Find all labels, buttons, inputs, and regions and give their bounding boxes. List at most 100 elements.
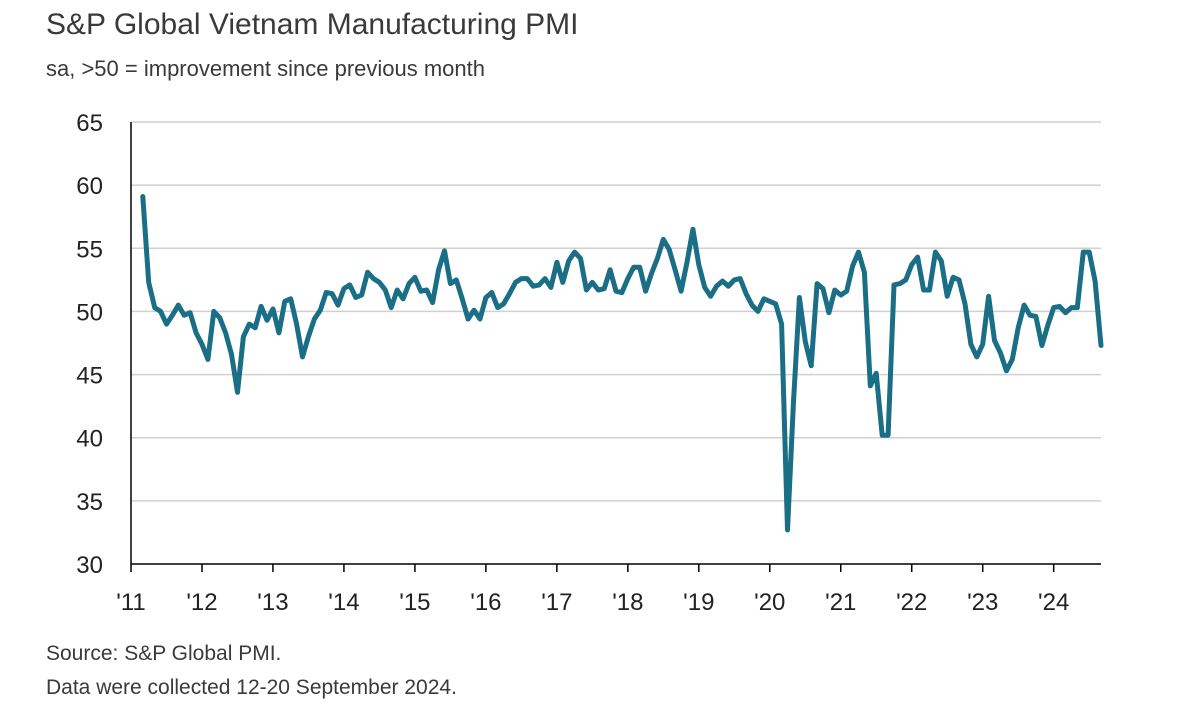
data-point-2014-02 [348,283,352,287]
data-point-2013-04 [289,297,293,301]
x-tick-label-2017-01: '17 [541,589,572,616]
data-point-2017-09 [602,287,606,291]
data-point-2012-02 [206,357,210,361]
y-tick-label-45: 45 [76,363,103,390]
data-point-2023-03 [993,339,997,343]
data-point-2020-07 [803,340,807,344]
data-point-2013-01 [271,307,275,311]
data-point-2013-09 [318,308,322,312]
data-point-2018-01 [626,277,630,281]
data-point-2021-06 [868,384,872,388]
x-tick-label-2019-01: '19 [683,589,714,616]
data-point-2011-08 [170,313,174,317]
data-point-2014-06 [372,277,376,281]
data-point-2020-09 [815,282,819,286]
data-point-2014-09 [389,306,393,310]
x-tick-label-2021-01: '21 [825,589,856,616]
y-tick-label-55: 55 [76,236,103,263]
x-tick-label-2022-01: '22 [896,589,927,616]
data-point-2015-09 [460,297,464,301]
data-point-2022-06 [939,259,943,263]
x-tick-label-2011-01: '11 [116,589,146,616]
data-point-2019-12 [762,297,766,301]
chart-subtitle: sa, >50 = improvement since previous mon… [46,56,486,81]
data-point-2013-11 [330,292,334,296]
data-point-2011-09 [176,303,180,307]
data-point-2024-07 [1087,250,1091,254]
data-point-2017-02 [561,280,565,284]
x-tick-label-2018-01: '18 [612,589,643,616]
x-tick-label-2012-01: '12 [186,589,217,616]
data-point-2024-09 [1099,344,1103,348]
data-point-2016-07 [519,277,523,281]
data-point-2012-03 [212,309,216,313]
data-point-2020-01 [768,299,772,303]
data-point-2012-01 [200,342,204,346]
collection-note: Data were collected 12-20 September 2024… [46,676,457,699]
data-point-2017-01 [555,260,559,264]
data-point-2022-01 [910,263,914,267]
data-point-2022-04 [928,288,932,292]
data-point-2018-12 [691,227,695,231]
data-point-2018-02 [632,265,636,269]
data-point-2016-01 [484,296,488,300]
y-tick-label-60: 60 [76,173,103,200]
data-point-2015-07 [448,282,452,286]
x-tick-label-2013-01: '13 [257,589,288,616]
data-point-2021-09 [886,433,890,437]
data-point-2012-08 [241,335,245,339]
data-point-2018-09 [673,268,677,272]
data-point-2015-06 [443,249,447,253]
data-point-2023-11 [1040,344,1044,348]
data-point-2015-10 [466,317,470,321]
data-point-2020-06 [797,296,801,300]
data-point-2017-10 [608,268,612,272]
data-point-2018-03 [638,265,642,269]
data-point-2020-11 [827,311,831,315]
data-point-2016-04 [502,302,506,306]
data-point-2024-03 [1064,311,1068,315]
data-point-2020-08 [809,364,813,368]
data-point-2021-07 [874,371,878,375]
data-point-2024-02 [1058,304,1062,308]
x-tick-label-2015-01: '15 [399,589,430,616]
chart-title: S&P Global Vietnam Manufacturing PMI [46,8,579,41]
data-point-2014-08 [383,288,387,292]
data-point-2016-08 [525,277,529,281]
data-point-2022-07 [945,294,949,298]
data-point-2015-12 [478,317,482,321]
data-point-2015-04 [431,301,435,305]
data-point-2016-12 [549,285,553,289]
data-point-2011-12 [194,331,198,335]
data-point-2024-08 [1093,279,1097,283]
data-point-2020-03 [780,322,784,326]
x-tick-label-2016-01: '16 [470,589,501,616]
data-point-2012-09 [247,322,251,326]
data-point-2024-05 [1075,306,1079,310]
data-point-2018-11 [685,260,689,264]
data-point-2019-01 [697,263,701,267]
data-point-2020-05 [791,402,795,406]
data-point-2023-08 [1022,303,1026,307]
data-point-2019-10 [750,303,754,307]
data-point-2023-05 [1004,369,1008,373]
data-point-2022-08 [951,275,955,279]
data-point-2017-07 [590,280,594,284]
data-point-2011-05 [153,306,157,310]
series [140,194,1104,533]
data-point-2019-04 [715,284,719,288]
data-point-2018-07 [661,237,665,241]
data-point-2015-01 [413,275,417,279]
data-point-2019-08 [738,277,742,281]
data-point-2018-08 [667,248,671,252]
data-point-2011-06 [159,309,163,313]
data-point-2012-06 [230,352,234,356]
data-point-2011-11 [188,311,192,315]
data-point-2015-03 [425,288,429,292]
data-point-2021-12 [904,278,908,282]
data-point-2023-04 [999,351,1003,355]
data-point-2014-12 [407,282,411,286]
data-point-2021-02 [845,289,849,293]
data-point-2015-11 [472,308,476,312]
data-point-2013-08 [312,317,316,321]
